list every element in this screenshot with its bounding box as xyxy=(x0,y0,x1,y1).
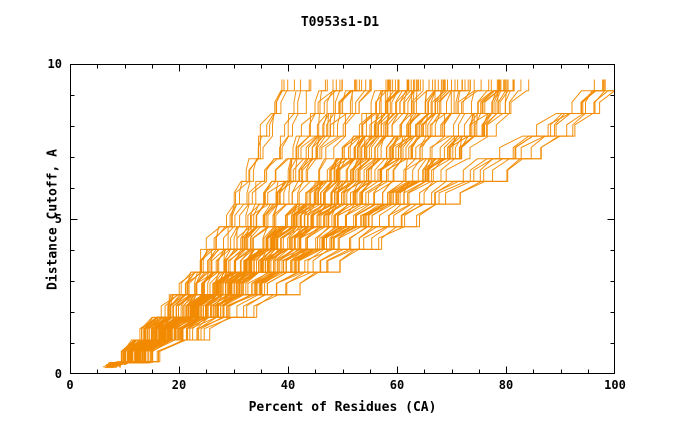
y-axis-label: Distance Cutoff, A xyxy=(45,149,61,290)
x-tick-label: 60 xyxy=(389,378,405,392)
data-curve xyxy=(109,79,337,369)
y-tick-label: 5 xyxy=(54,212,62,226)
x-tick-label: 80 xyxy=(498,378,514,392)
x-tick-label: 20 xyxy=(171,378,187,392)
y-tick-label: 0 xyxy=(54,367,62,381)
x-axis-label: Percent of Residues (CA) xyxy=(248,400,437,415)
x-tick-label: 0 xyxy=(66,378,74,392)
plot-area xyxy=(70,64,615,374)
page-title: T0953s1-D1 xyxy=(300,15,380,30)
y-tick-label: 10 xyxy=(47,57,62,71)
data-curve xyxy=(111,79,295,368)
data-curves xyxy=(102,79,615,369)
x-tick-label: 100 xyxy=(604,378,626,392)
x-tick-label: 40 xyxy=(280,378,296,392)
